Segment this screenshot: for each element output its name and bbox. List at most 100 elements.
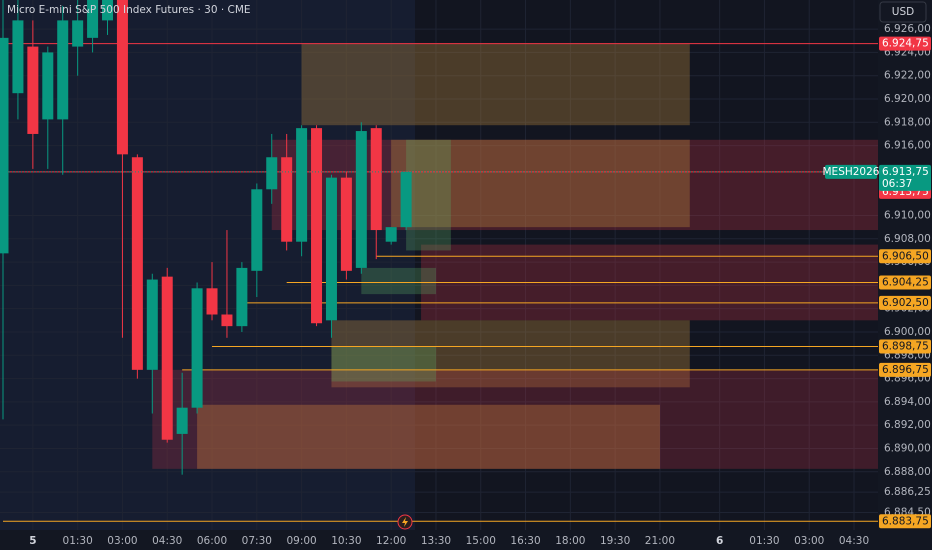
candle-body [176, 407, 188, 434]
x-tick-label: 16:30 [510, 535, 540, 547]
symbol-label-bg [825, 164, 877, 179]
y-tick-label: 6.922,00 [884, 70, 931, 82]
price-zone [197, 404, 660, 469]
candles [0, 0, 412, 475]
level-label: 6.902,50 [882, 297, 929, 309]
price-zone [391, 139, 690, 228]
level-label: 6.896,75 [882, 364, 929, 376]
candle-body [400, 171, 412, 228]
candle-body [385, 227, 397, 242]
y-tick-label: 6.892,00 [884, 419, 931, 431]
price-zone [406, 139, 451, 251]
x-tick-label: 13:30 [421, 535, 451, 547]
levels [3, 43, 878, 522]
y-tick-label: 6.926,00 [884, 23, 931, 35]
currency[interactable]: USD [892, 6, 914, 18]
time-axis [0, 530, 878, 550]
last-price-label: 6.913,75 [882, 166, 929, 178]
x-tick-label: 07:30 [242, 535, 272, 547]
candle-body [57, 20, 69, 120]
x-tick-label: 10:30 [331, 535, 361, 547]
y-tick-label: 6.890,00 [884, 442, 931, 454]
chart-title: Micro E-mini S&P 500 Index Futures · 30 … [7, 4, 251, 16]
x-tick-label: 09:00 [286, 535, 316, 547]
candle-body [340, 177, 352, 271]
session-background [415, 0, 878, 530]
candle-body [355, 131, 367, 268]
candle-body [370, 128, 382, 231]
y-tick-label: 6.908,00 [884, 233, 931, 245]
x-tick-label: 06:00 [197, 535, 227, 547]
level-label-bg [879, 275, 931, 290]
x-tick-label: 18:00 [555, 535, 585, 547]
candle-body [281, 157, 293, 242]
x-tick-label: 5 [29, 535, 36, 547]
y-tick-label: 6.918,00 [884, 116, 931, 128]
symbol-label: MESH2026 [823, 166, 880, 178]
x-tick-label: 01:30 [749, 535, 779, 547]
candle-body [131, 157, 143, 370]
candle-body [266, 157, 278, 190]
x-tick-label: 19:30 [600, 535, 630, 547]
countdown: 06:37 [882, 178, 912, 190]
price-zone [301, 43, 690, 126]
y-tick-label: 6.910,00 [884, 209, 931, 221]
y-tick-label: 6.886,25 [884, 486, 931, 498]
x-tick-label: 21:00 [645, 535, 675, 547]
candle-body [236, 267, 248, 327]
candle-body [161, 276, 173, 440]
candle-body [116, 0, 128, 155]
labels: 6.926,006.924,006.922,006.920,006.918,00… [0, 23, 931, 547]
level-label-bg [879, 249, 931, 264]
level-label-bg [879, 514, 931, 529]
currency-button[interactable] [879, 1, 927, 23]
candle-body [87, 0, 99, 38]
x-tick-label: 03:00 [107, 535, 137, 547]
level-label: 6.883,75 [882, 515, 929, 527]
level-label: 6.924,75 [882, 38, 929, 50]
candle-body [72, 20, 84, 47]
candle-body [296, 128, 308, 242]
candle-body [102, 0, 114, 21]
y-tick-label: 6.900,00 [884, 326, 931, 338]
candle-body [146, 279, 158, 370]
level-label-bg [879, 339, 931, 354]
level-label-bg [879, 36, 931, 51]
level-label-bg [879, 362, 931, 377]
price-zone [331, 320, 690, 388]
candle-body [0, 37, 9, 254]
price-axis [878, 0, 932, 550]
x-tick-label: 04:30 [152, 535, 182, 547]
level-label-bg [879, 295, 931, 310]
level-label: 6.906,50 [882, 250, 929, 262]
event-icon [402, 517, 408, 527]
x-tick-label: 01:30 [63, 535, 93, 547]
candle-body [221, 314, 233, 327]
level-label: 6.898,75 [882, 341, 929, 353]
y-tick-label: 6.916,00 [884, 140, 931, 152]
last-price-bg [879, 164, 931, 191]
grid [0, 0, 878, 530]
y-tick-label: 6.920,00 [884, 93, 931, 105]
level-label: 6.904,25 [882, 276, 929, 288]
price-zone [152, 369, 879, 469]
x-tick-label: 04:30 [839, 535, 869, 547]
y-tick-label: 6.894,00 [884, 396, 931, 408]
candle-body [251, 189, 263, 271]
candle-body [311, 128, 323, 324]
x-tick-label: 15:00 [466, 535, 496, 547]
candle-body [42, 52, 54, 120]
y-tick-label: 6.888,00 [884, 466, 931, 478]
candle-body [191, 288, 203, 408]
x-tick-label: 12:00 [376, 535, 406, 547]
candle-body [206, 288, 218, 315]
x-tick-label: 03:00 [794, 535, 824, 547]
x-tick-label: 6 [716, 535, 723, 547]
price-zone [331, 346, 436, 382]
candle-body [325, 177, 337, 321]
candle-body [12, 20, 24, 94]
price-zone [361, 267, 436, 295]
candle-body [27, 46, 39, 134]
